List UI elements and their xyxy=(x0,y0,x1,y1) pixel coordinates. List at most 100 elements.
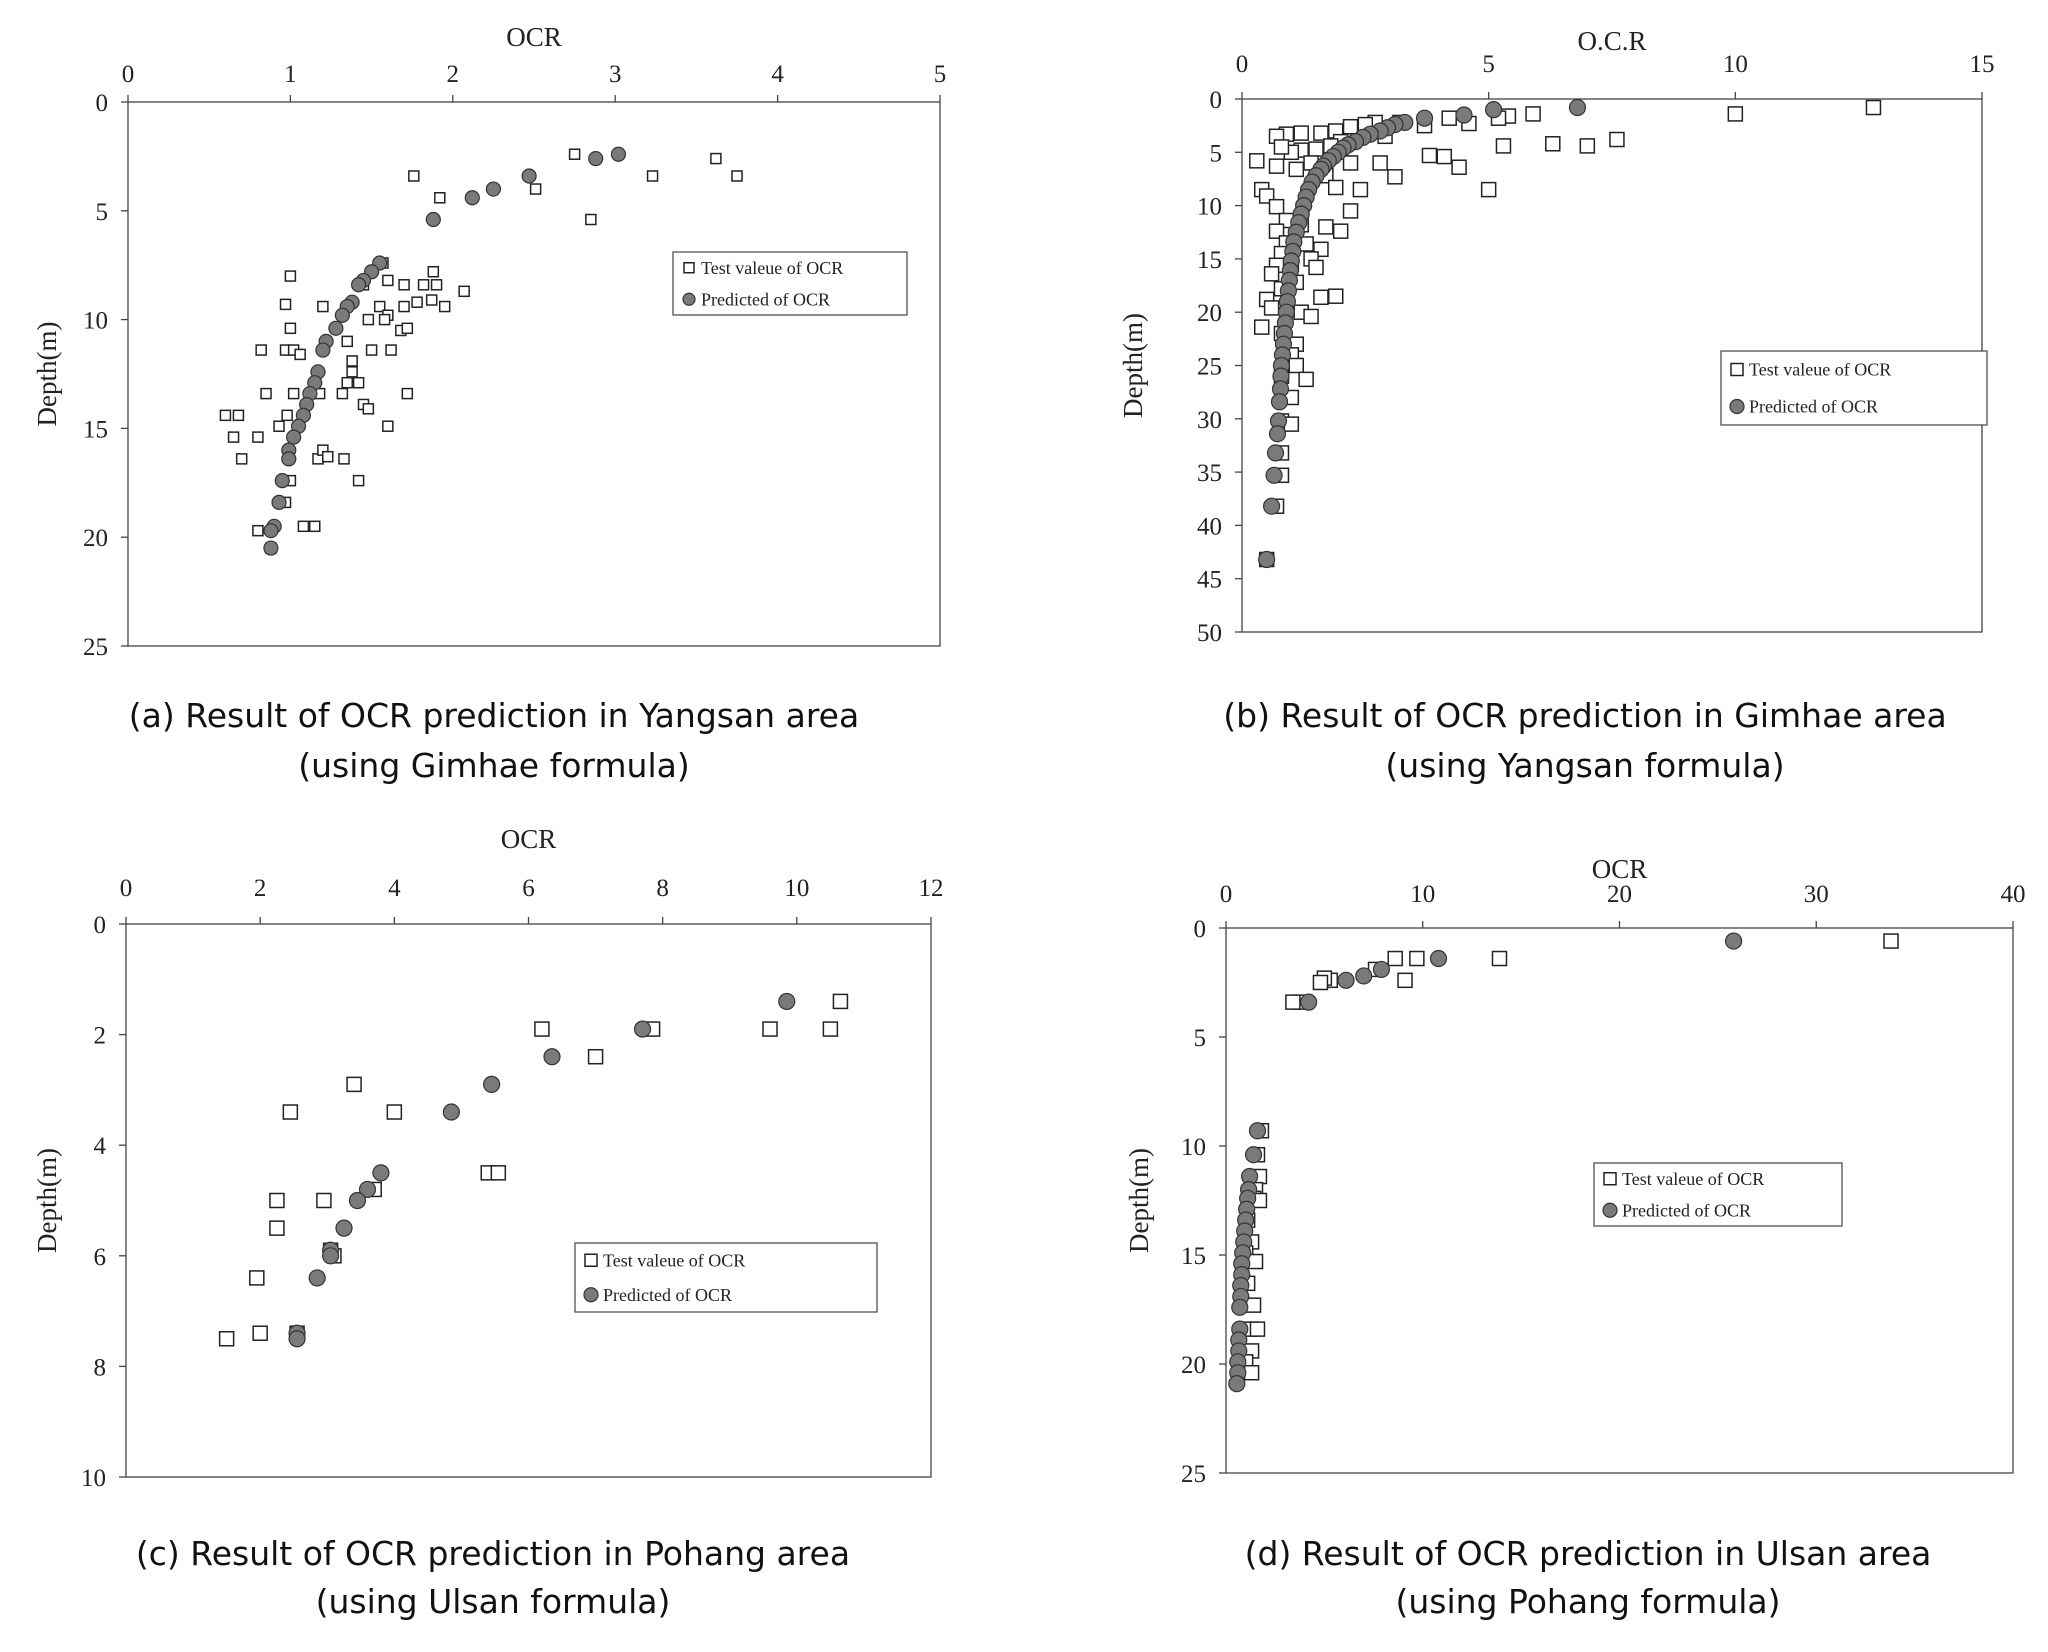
x-tick-label: 8 xyxy=(656,875,669,902)
y-tick-label: 10 xyxy=(83,308,108,335)
x-axis-title: OCR xyxy=(506,22,562,52)
y-tick-label: 40 xyxy=(1197,513,1222,540)
test-value-point xyxy=(252,524,264,537)
y-tick-label: 0 xyxy=(96,90,109,117)
test-value-point xyxy=(378,313,391,326)
predicted-point xyxy=(464,190,480,206)
test-value-point xyxy=(322,450,334,463)
y-tick-label: 10 xyxy=(81,1465,106,1492)
test-value-point xyxy=(585,213,597,226)
test-value-point xyxy=(710,152,722,165)
test-value-point xyxy=(316,1192,332,1209)
test-value-point xyxy=(1451,159,1467,175)
test-value-point xyxy=(336,387,349,400)
predicted-point xyxy=(1300,993,1318,1011)
test-value-point xyxy=(382,420,394,432)
test-value-point xyxy=(282,1104,299,1120)
predicted-point xyxy=(543,1048,561,1066)
predicted-point xyxy=(521,168,537,184)
predicted-point xyxy=(335,1219,353,1237)
chart-d: OCR Depth(m) 0 10 20 30 40 0 5 10 15 20 25 Test valeu… xyxy=(1124,854,2026,1621)
test-value-point xyxy=(1285,994,1301,1010)
test-value-point xyxy=(1247,1253,1264,1270)
predicted-point xyxy=(372,1164,390,1182)
chart-b: O.C.R Depth(m) 0 5 10 15 0 5 10 15 20 25 30 35 40 45 50 T… xyxy=(1118,26,1995,785)
x-tick-label: 10 xyxy=(784,875,809,902)
legend-box xyxy=(672,251,908,316)
predicted-point xyxy=(351,277,367,293)
y-tick-label: 15 xyxy=(1181,1243,1206,1270)
y-tick-label: 4 xyxy=(94,1133,107,1160)
test-value-point xyxy=(762,1021,778,1037)
y-tick-label: 10 xyxy=(1197,194,1222,221)
predicted-point xyxy=(1244,1146,1263,1164)
predicted-point xyxy=(308,1269,326,1287)
test-value-point xyxy=(411,296,423,308)
y-tick-label: 10 xyxy=(1181,1134,1206,1161)
test-value-point xyxy=(1318,219,1334,235)
test-value-point xyxy=(382,274,394,287)
test-value-point xyxy=(1342,118,1359,135)
legend-label: Test valeue of OCR xyxy=(701,258,843,278)
x-tick-label: 6 xyxy=(522,875,535,902)
figure-caption: (c) Result of OCR prediction in Pohang a… xyxy=(136,1534,850,1573)
test-value-point xyxy=(398,279,410,291)
predicted-point xyxy=(334,307,350,323)
test-value-point xyxy=(1268,198,1285,215)
y-tick-label: 50 xyxy=(1197,620,1222,647)
y-tick-label: 20 xyxy=(83,525,108,552)
test-value-point xyxy=(1480,181,1497,198)
x-tick-label: 4 xyxy=(388,875,401,902)
test-value-point xyxy=(362,403,375,415)
test-value-point xyxy=(341,376,353,389)
test-value-point xyxy=(1865,99,1882,116)
y-tick-label: 25 xyxy=(83,634,108,661)
chart-a: OCR Depth(m) 0 1 2 3 4 5 0 5 10 15 20 25 Test valeue o… xyxy=(32,22,946,785)
legend: Test valeue of OCR Predicted of OCR xyxy=(1720,350,1988,426)
test-value-point xyxy=(1253,319,1270,335)
test-value-point xyxy=(1273,139,1290,155)
legend-circle-marker xyxy=(1602,1202,1618,1218)
test-value-point xyxy=(1327,179,1344,196)
test-value-point xyxy=(1387,169,1403,185)
predicted-point xyxy=(1258,550,1276,569)
test-value-point xyxy=(1609,131,1625,148)
test-value-point xyxy=(1883,933,1899,949)
x-axis-title: O.C.R xyxy=(1577,26,1646,56)
predicted-point xyxy=(274,473,290,489)
predicted-point xyxy=(485,181,501,197)
legend-box xyxy=(1593,1162,1843,1227)
test-value-point xyxy=(1249,153,1265,169)
test-value-point xyxy=(1387,950,1403,967)
legend-square-marker xyxy=(683,262,695,274)
figure-caption: (a) Result of OCR prediction in Yangsan … xyxy=(129,696,859,735)
test-value-point xyxy=(235,453,248,465)
test-value-point xyxy=(1727,106,1744,122)
test-value-point xyxy=(1313,125,1329,141)
test-value-point xyxy=(218,1331,235,1347)
test-value-point xyxy=(1312,974,1329,991)
predicted-point xyxy=(1265,466,1283,484)
predicted-point xyxy=(778,992,796,1011)
test-value-point xyxy=(1525,106,1541,122)
test-value-point xyxy=(232,409,245,422)
test-value-point xyxy=(341,335,353,348)
predicted-point xyxy=(1415,109,1434,127)
predicted-point xyxy=(610,146,627,162)
legend-box xyxy=(1720,350,1988,426)
x-axis-title: OCR xyxy=(501,824,557,854)
predicted-point xyxy=(483,1075,501,1093)
test-value-point xyxy=(832,993,849,1010)
figure-caption: (using Pohang formula) xyxy=(1395,1582,1780,1621)
test-value-point xyxy=(1263,300,1280,316)
y-tick-label: 25 xyxy=(1181,1461,1206,1488)
x-tick-label: 10 xyxy=(1723,51,1748,78)
test-value-point xyxy=(338,453,350,465)
test-value-point xyxy=(252,431,264,443)
predicted-point xyxy=(328,320,344,336)
test-value-point xyxy=(401,387,414,400)
x-tick-label: 0 xyxy=(122,61,135,88)
y-tick-label: 30 xyxy=(1197,407,1222,434)
test-value-point xyxy=(309,520,321,533)
